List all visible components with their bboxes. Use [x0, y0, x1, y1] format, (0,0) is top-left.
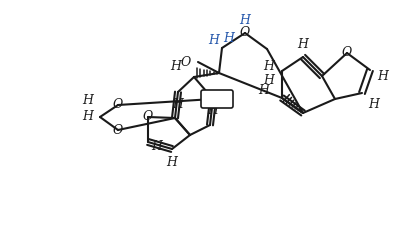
Text: H: H — [171, 61, 181, 74]
Text: O: O — [113, 124, 123, 137]
Text: O: O — [113, 99, 123, 112]
Text: H: H — [166, 155, 178, 169]
Text: O: O — [181, 56, 191, 68]
Text: H: H — [264, 61, 274, 74]
Text: H: H — [259, 85, 269, 97]
Text: H: H — [152, 140, 162, 153]
Text: O: O — [240, 27, 250, 40]
Text: H: H — [82, 94, 94, 106]
FancyBboxPatch shape — [201, 90, 233, 108]
Text: Abs: Abs — [207, 94, 227, 104]
Text: H: H — [82, 110, 94, 124]
Text: H: H — [224, 32, 234, 45]
Text: H: H — [208, 34, 220, 47]
Text: H: H — [208, 104, 218, 117]
Text: H: H — [297, 38, 309, 52]
Text: O: O — [143, 110, 153, 124]
Text: H: H — [264, 74, 274, 88]
Text: H: H — [369, 97, 379, 110]
Text: H: H — [173, 97, 183, 110]
Text: H: H — [377, 70, 389, 83]
Text: H: H — [239, 14, 250, 27]
Text: O: O — [342, 47, 352, 59]
